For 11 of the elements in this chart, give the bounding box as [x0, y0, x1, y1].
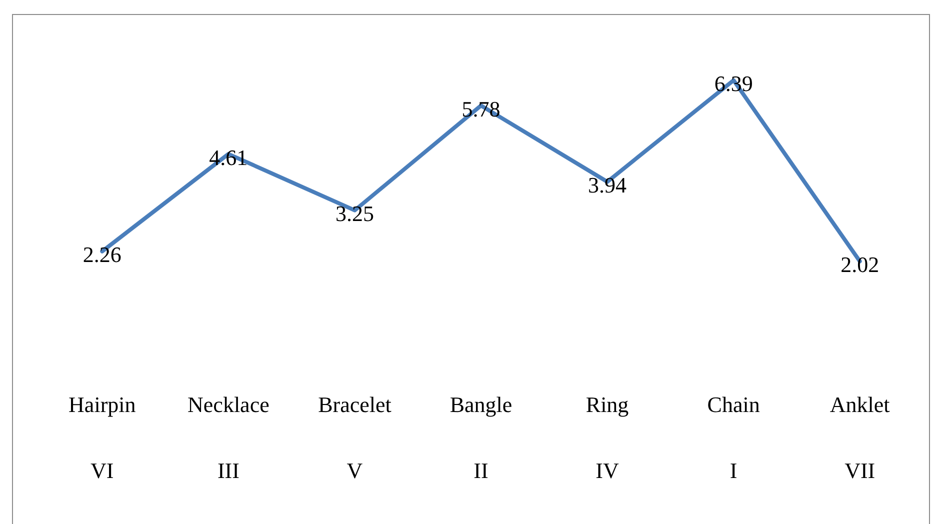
data-label: 3.94: [588, 172, 627, 198]
category-label: Ring IV: [586, 392, 629, 483]
category-label: Necklace III: [188, 392, 270, 483]
category-label: Anklet VII: [830, 392, 890, 483]
category-label: Bracelet V: [318, 392, 392, 483]
data-label: 2.26: [82, 242, 122, 268]
category-label: Bangle II: [450, 392, 512, 483]
data-label: 2.02: [840, 252, 880, 278]
category-label: Chain I: [707, 392, 760, 483]
data-label: 3.25: [335, 201, 374, 226]
category-label: Hairpin VI: [68, 392, 136, 483]
